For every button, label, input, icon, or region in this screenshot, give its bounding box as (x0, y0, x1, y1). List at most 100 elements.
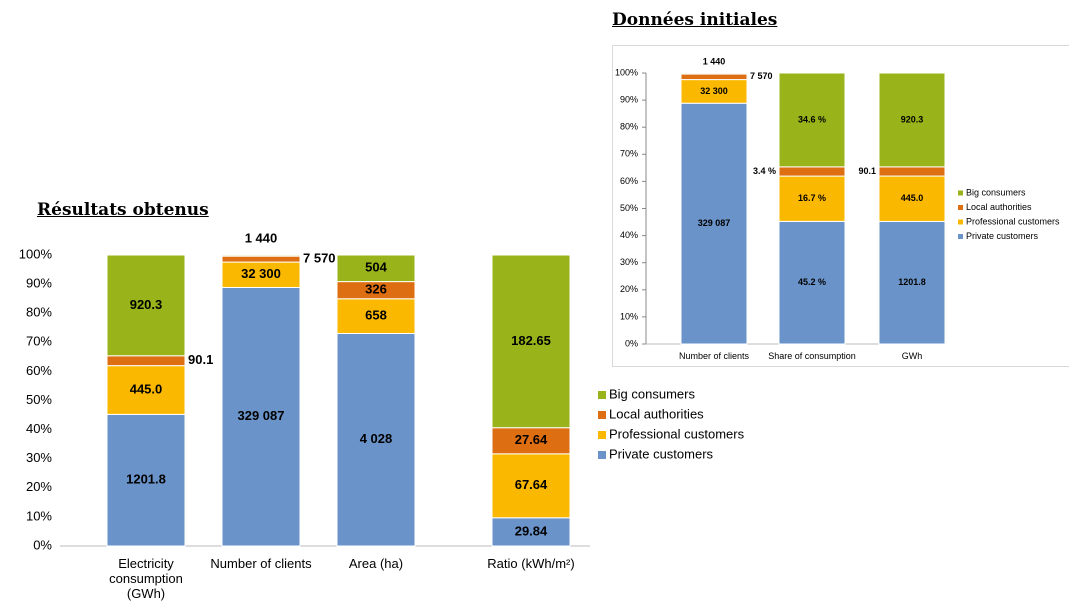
data-label: 1201.8 (898, 277, 926, 287)
bar-segment (491, 427, 571, 455)
data-label: 29.84 (515, 523, 548, 538)
legend-label: Big consumers (609, 386, 695, 401)
bar-segment (680, 72, 748, 75)
bar-segment (106, 254, 186, 357)
data-label: 90.1 (188, 352, 213, 367)
legend-swatch (958, 190, 963, 196)
y-tick-label: 60% (26, 363, 52, 378)
bar-segment (878, 175, 946, 222)
bar-segment (221, 286, 301, 547)
y-tick-label: 20% (620, 284, 638, 294)
bar-segment (878, 72, 946, 168)
y-tick-label: 30% (26, 450, 52, 465)
data-label: 182.65 (511, 333, 551, 348)
data-label: 329 087 (698, 218, 731, 228)
chart-frame (612, 45, 1069, 367)
y-tick-label: 10% (26, 508, 52, 523)
data-label: 445.0 (901, 193, 924, 203)
y-tick-label: 0% (33, 537, 52, 552)
chart-title: Données initiales (612, 10, 778, 30)
x-tick-label: Electricity consumption (GWh) (109, 556, 183, 601)
legend-label: Local authorities (966, 202, 1032, 212)
legend-label: Private customers (609, 446, 714, 461)
y-tick-label: 10% (620, 311, 638, 321)
data-label: 1 440 (245, 231, 278, 246)
bar-segment (106, 413, 186, 547)
x-tick-label: GWh (901, 351, 923, 361)
legend-swatch (598, 391, 606, 399)
legend-label: Private customers (966, 231, 1039, 241)
y-tick-label: 30% (620, 257, 638, 267)
y-tick-label: 70% (26, 334, 52, 349)
y-tick-label: 80% (620, 122, 638, 132)
legend-swatch (958, 234, 963, 239)
legend-swatch (958, 219, 963, 225)
data-label: 16.7 % (798, 193, 826, 203)
y-tick-label: 40% (26, 421, 52, 436)
data-label: 445.0 (130, 381, 163, 396)
y-tick-label: 40% (620, 230, 638, 240)
y-tick-label: 20% (26, 479, 52, 494)
y-tick-label: 100% (615, 67, 638, 77)
x-tick-label: Area (ha) (348, 556, 404, 571)
data-label: 3.4 % (753, 166, 776, 176)
legend-label: Local authorities (609, 406, 704, 421)
legend-swatch (598, 431, 606, 439)
bar-segment (491, 453, 571, 519)
data-label: 920.3 (901, 114, 924, 124)
y-tick-label: 0% (625, 338, 638, 348)
data-label: 658 (365, 308, 387, 323)
data-label: 7 570 (303, 251, 336, 266)
y-tick-label: 70% (620, 149, 638, 159)
data-label: 34.6 % (798, 114, 826, 124)
legend-label: Big consumers (966, 187, 1026, 197)
legend-swatch (958, 205, 963, 210)
legend-label: Professional customers (609, 426, 745, 441)
bar-segment (680, 73, 748, 81)
legend-swatch (598, 451, 606, 459)
x-tick-label: Number of clients (210, 556, 312, 571)
data-label: 45.2 % (798, 277, 826, 287)
data-label: 329 087 (238, 408, 285, 423)
bar-segment (778, 220, 846, 345)
bar-segment (878, 220, 946, 345)
data-label: 67.64 (515, 477, 548, 492)
x-tick-label: Number of clients (678, 351, 750, 361)
bar-segment (221, 254, 301, 257)
data-label: 27.64 (515, 432, 548, 447)
data-label: 1 440 (703, 56, 726, 66)
y-tick-label: 100% (19, 246, 53, 261)
chart-title: Résultats obtenus (37, 200, 209, 220)
data-label: 90.1 (858, 166, 876, 176)
bar-segment (336, 333, 416, 547)
y-tick-label: 60% (620, 176, 638, 186)
data-label: 326 (365, 282, 387, 297)
bar-segment (221, 255, 301, 263)
y-tick-label: 80% (26, 305, 52, 320)
bar-segment (336, 254, 416, 283)
data-label: 1201.8 (126, 472, 166, 487)
bar-segment (778, 166, 846, 177)
bar-segment (106, 355, 186, 367)
data-label: 7 570 (750, 71, 773, 81)
data-label: 4 028 (360, 431, 393, 446)
bar-segment (336, 298, 416, 335)
bar-segment (778, 72, 846, 168)
legend-swatch (598, 411, 606, 419)
y-tick-label: 90% (26, 276, 52, 291)
data-label: 32 300 (241, 266, 281, 281)
bar-segment (680, 102, 748, 345)
data-label: 920.3 (130, 297, 163, 312)
y-tick-label: 50% (26, 392, 52, 407)
bar-segment (221, 261, 301, 288)
legend-label: Professional customers (966, 216, 1060, 226)
data-label: 32 300 (700, 86, 728, 96)
data-label: 504 (365, 260, 387, 275)
y-tick-label: 90% (620, 94, 638, 104)
y-tick-label: 50% (620, 203, 638, 213)
x-tick-label: Share of consumption (768, 351, 856, 361)
bar-segment (878, 166, 946, 177)
bar-segment (491, 254, 571, 429)
